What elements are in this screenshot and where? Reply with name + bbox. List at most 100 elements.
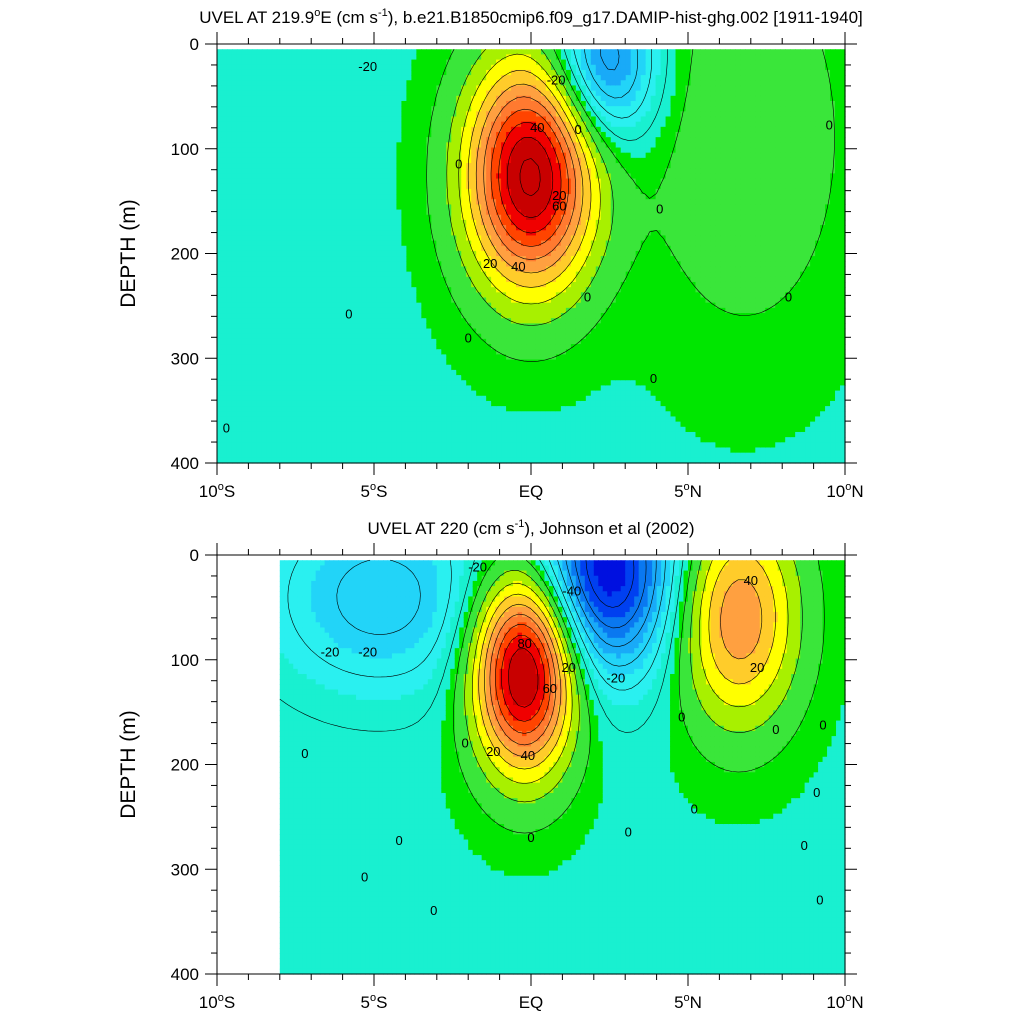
field-cell [256, 385, 263, 392]
field-cell [396, 297, 403, 304]
field-cell [441, 188, 447, 195]
field-cell [401, 297, 407, 304]
field-cell [256, 452, 263, 459]
field-cell [301, 214, 308, 221]
field-cell [416, 385, 422, 392]
field-cell [496, 375, 502, 381]
field-cell [276, 168, 283, 174]
field-cell [421, 240, 427, 247]
field-cell [416, 276, 422, 283]
field-cell [306, 302, 313, 309]
field-cell [516, 369, 522, 376]
field-cell [311, 111, 318, 118]
field-cell [296, 69, 303, 76]
field-cell [321, 173, 328, 180]
field-cell [236, 214, 243, 221]
field-cell [376, 250, 383, 257]
field-cell [396, 178, 403, 185]
field-cell [446, 385, 452, 392]
field-cell [511, 188, 517, 195]
field-cell [416, 281, 422, 288]
field-cell [236, 230, 243, 237]
field-cell [341, 400, 348, 407]
field-cell [436, 59, 442, 66]
field-cell [246, 375, 253, 381]
field-cell [341, 49, 348, 56]
field-cell [486, 261, 492, 268]
field-cell [356, 199, 363, 205]
field-cell [336, 457, 343, 464]
field-cell [496, 380, 502, 387]
field-cell [406, 188, 412, 195]
field-cell [516, 245, 522, 252]
field-cell [461, 199, 467, 205]
field-cell [351, 452, 358, 459]
field-cell [261, 183, 268, 190]
field-cell [366, 416, 373, 423]
field-cell [391, 225, 398, 231]
field-cell [401, 100, 407, 107]
field-cell [456, 69, 462, 76]
field-cell [321, 106, 328, 112]
field-cell [271, 369, 278, 376]
field-cell [351, 157, 358, 164]
field-cell [466, 64, 472, 71]
field-cell [251, 281, 258, 288]
field-cell [411, 111, 417, 118]
field-cell [371, 85, 378, 92]
field-cell [486, 338, 492, 345]
field-cell [396, 85, 403, 92]
field-cell [421, 100, 427, 107]
field-cell [346, 369, 353, 376]
field-cell [506, 359, 512, 366]
field-cell [516, 323, 522, 330]
field-cell [521, 338, 527, 345]
field-cell [336, 183, 343, 190]
field-cell [461, 281, 467, 288]
field-cell [366, 431, 373, 438]
field-cell [481, 256, 487, 262]
field-cell [276, 292, 283, 299]
field-cell [436, 318, 442, 324]
field-cell [396, 411, 403, 418]
field-cell [511, 421, 517, 428]
field-cell [376, 344, 383, 350]
field-cell [316, 80, 323, 87]
field-cell [401, 437, 407, 443]
field-cell [296, 359, 303, 366]
field-cell [471, 375, 477, 381]
field-cell [406, 95, 412, 102]
field-cell [421, 163, 427, 169]
field-cell [251, 297, 258, 304]
field-cell [331, 59, 338, 66]
field-cell [456, 137, 462, 143]
field-cell [486, 431, 492, 438]
field-cell [451, 354, 457, 361]
field-cell [231, 131, 238, 138]
field-cell [301, 457, 308, 464]
field-cell [231, 235, 238, 242]
field-cell [331, 142, 338, 149]
field-cell [306, 276, 313, 283]
field-cell [271, 307, 278, 314]
field-cell [361, 54, 368, 61]
field-cell [376, 442, 383, 449]
field-cell [491, 90, 497, 97]
field-cell [446, 219, 452, 226]
field-cell [521, 168, 527, 174]
field-cell [296, 437, 303, 443]
field-cell [341, 111, 348, 118]
field-cell [241, 276, 248, 283]
field-cell [217, 364, 223, 371]
field-cell [321, 69, 328, 76]
field-cell [416, 209, 422, 216]
field-cell [416, 106, 422, 112]
field-cell [491, 80, 497, 87]
field-cell [311, 54, 318, 61]
field-cell [306, 250, 313, 257]
field-cell [286, 121, 293, 128]
field-cell [281, 271, 288, 278]
field-cell [236, 49, 243, 56]
field-cell [306, 194, 313, 200]
